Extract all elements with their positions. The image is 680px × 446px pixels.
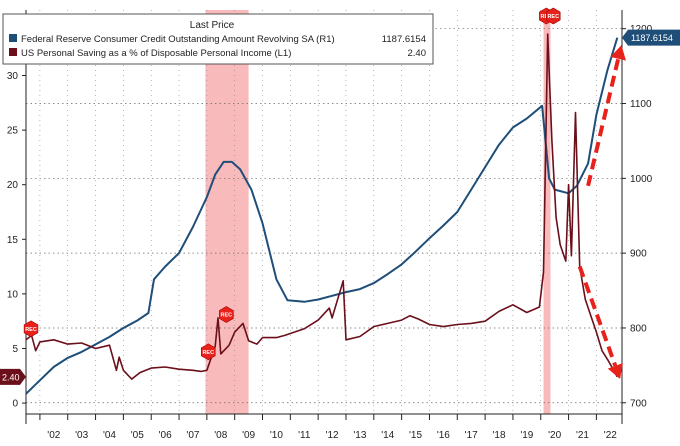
last-value-tag-saving-rate xyxy=(0,368,26,385)
right-tick-label: 1000 xyxy=(630,174,653,185)
x-tick-label: '18 xyxy=(492,430,505,441)
series-line-saving-rate xyxy=(25,33,619,380)
legend-box xyxy=(2,13,434,65)
x-tick-label: '11 xyxy=(298,430,311,441)
left-tick-label: 20 xyxy=(7,180,19,191)
series-line-consumer-credit xyxy=(25,37,619,395)
x-tick-label: '05 xyxy=(131,430,144,441)
left-tick-label: 10 xyxy=(7,289,19,300)
x-tick-label: '16 xyxy=(437,430,450,441)
rec-marker-label: REC xyxy=(25,327,37,333)
series-lines xyxy=(25,33,619,395)
x-tick-label: '06 xyxy=(159,430,172,441)
legend-value-consumer-credit: 1187.6154 xyxy=(382,34,426,45)
legend-swatch-consumer-credit xyxy=(9,34,17,42)
x-tick-label: '12 xyxy=(326,430,339,441)
last-value-label-saving-rate: 2.40 xyxy=(2,372,20,382)
rec-marker-label: REC xyxy=(547,14,559,20)
x-tick-label: '20 xyxy=(548,430,561,441)
x-tick-label: '07 xyxy=(186,430,199,441)
x-tick-label: '21 xyxy=(576,430,589,441)
right-tick-label: 800 xyxy=(630,323,647,334)
annotation-arrow-down xyxy=(577,265,623,380)
x-tick-label: '10 xyxy=(270,430,283,441)
rec-marker-2001: REC xyxy=(23,320,39,338)
recession-band-2 xyxy=(543,10,551,414)
left-tick-label: 25 xyxy=(7,126,19,137)
arrow-shaft xyxy=(577,265,618,367)
right-tick-label: 900 xyxy=(630,249,647,260)
x-tick-label: '09 xyxy=(242,430,255,441)
legend-label-consumer-credit: Federal Reserve Consumer Credit Outstand… xyxy=(21,34,335,45)
x-tick-label: '04 xyxy=(103,430,116,441)
x-tick-label: '03 xyxy=(75,430,88,441)
last-value-label-consumer-credit: 1187.6154 xyxy=(631,33,673,43)
annotation-arrow-up xyxy=(586,45,626,187)
left-tick-label: 0 xyxy=(12,399,18,410)
x-tick-label: '08 xyxy=(214,430,227,441)
rec-marker-shape xyxy=(201,343,216,361)
right-tick-label: 700 xyxy=(630,398,647,409)
legend-value-saving-rate: 2.40 xyxy=(408,48,427,59)
x-tick-label: '13 xyxy=(353,430,366,441)
rec-marker-2008-saving: REC xyxy=(201,343,216,361)
rec-marker-shape xyxy=(545,7,561,25)
x-tick-label: '19 xyxy=(520,430,533,441)
x-tick-label: '22 xyxy=(604,430,617,441)
x-tick-label: '14 xyxy=(381,430,394,441)
arrow-head xyxy=(607,363,623,380)
x-tick-label: '02 xyxy=(47,430,60,441)
x-tick-label: '17 xyxy=(465,430,478,441)
right-tick-label: 1100 xyxy=(630,99,652,110)
x-tick-label: '15 xyxy=(409,430,422,441)
rec-marker-2008-credit: REC xyxy=(219,306,234,323)
rec-marker-label: REC xyxy=(202,350,214,356)
legend-label-saving-rate: US Personal Saving as a % of Disposable … xyxy=(21,48,291,59)
arrow-shaft xyxy=(586,58,621,187)
rec-marker-label: REC xyxy=(221,313,233,319)
rec-marker-shape xyxy=(219,306,234,323)
left-tick-label: 15 xyxy=(7,235,19,246)
arrow-head xyxy=(610,45,626,61)
last-value-tag-consumer-credit xyxy=(622,29,680,46)
legend: Last Price Federal Reserve Consumer Cred… xyxy=(2,13,434,65)
rec-marker-shape xyxy=(23,320,39,338)
left-tick-label: 30 xyxy=(7,71,19,82)
left-tick-label: 5 xyxy=(12,344,18,355)
legend-swatch-saving-rate xyxy=(9,48,17,56)
legend-header: Last Price xyxy=(190,20,235,31)
rec-marker-2020-b: REC xyxy=(545,7,561,25)
